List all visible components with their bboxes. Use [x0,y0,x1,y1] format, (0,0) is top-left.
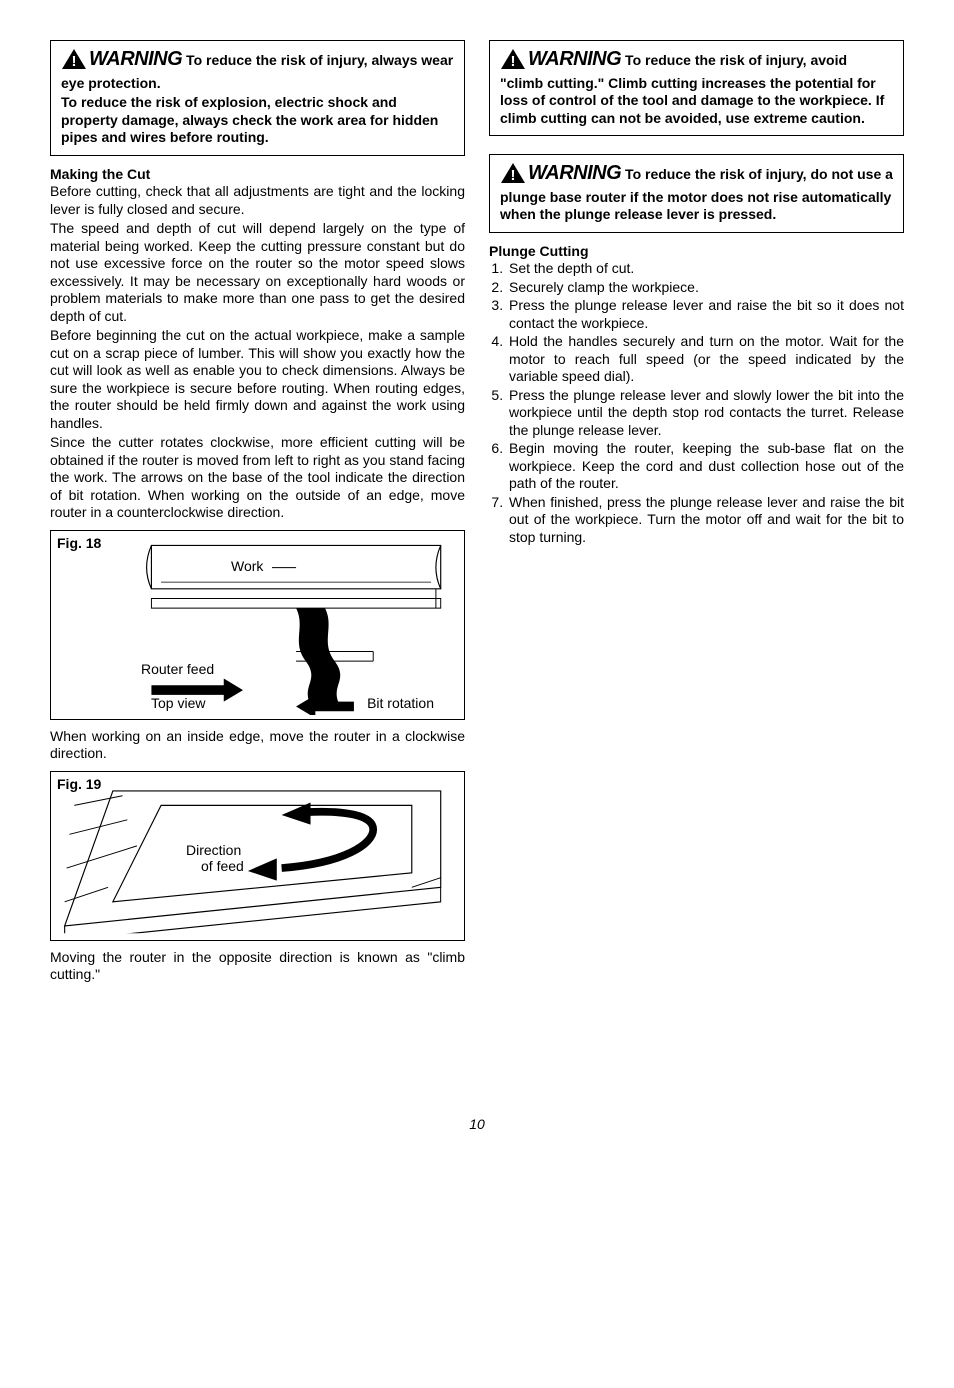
warning-box-eye-protection: ! WARNING To reduce the risk of injury, … [50,40,465,156]
label-router-feed: Router feed [141,661,214,679]
warning-triangle-icon: ! [500,48,526,75]
label-direction: Direction [186,842,241,860]
figure-19: Fig. 19 Direction of feed [50,771,465,941]
list-item: Hold the handles securely and turn on th… [507,333,904,386]
svg-text:!: ! [72,53,77,70]
figure-18: Fig. 18 Work Router feed [50,530,465,720]
label-top-view: Top view [151,695,205,713]
heading-making-cut: Making the Cut [50,166,465,184]
figure-label: Fig. 19 [57,776,101,794]
warning-triangle-icon: ! [500,162,526,189]
warning-label: WARNING [528,48,621,70]
list-item: When finished, press the plunge release … [507,494,904,547]
label-work: Work [231,558,263,576]
warning-text-2: To reduce the risk of explosion, electri… [61,94,454,147]
label-of-feed: of feed [201,858,244,876]
list-item: Begin moving the router, keeping the sub… [507,440,904,493]
list-item: Securely clamp the workpiece. [507,279,904,297]
warning-triangle-icon: ! [61,48,87,75]
list-item: Press the plunge release lever and raise… [507,297,904,332]
page-number: 10 [50,1116,904,1134]
paragraph: Before beginning the cut on the actual w… [50,327,465,432]
heading-plunge-cutting: Plunge Cutting [489,243,904,261]
plunge-steps-list: Set the depth of cut. Securely clamp the… [489,260,904,546]
list-item: Set the depth of cut. [507,260,904,278]
warning-box-plunge-base: ! WARNING To reduce the risk of injury, … [489,154,904,233]
warning-label: WARNING [528,162,621,184]
list-item: Press the plunge release lever and slowl… [507,387,904,440]
paragraph: Since the cutter rotates clockwise, more… [50,434,465,522]
warning-box-climb-cutting: ! WARNING To reduce the risk of injury, … [489,40,904,136]
figure-label: Fig. 18 [57,535,101,553]
figure-19-diagram [55,776,460,936]
paragraph: The speed and depth of cut will depend l… [50,220,465,325]
svg-text:!: ! [511,167,516,184]
svg-text:!: ! [511,53,516,70]
paragraph: Before cutting, check that all adjustmen… [50,183,465,218]
paragraph: Moving the router in the opposite direct… [50,949,465,984]
label-bit-rotation: Bit rotation [367,695,434,713]
paragraph: When working on an inside edge, move the… [50,728,465,763]
warning-label: WARNING [89,48,182,70]
